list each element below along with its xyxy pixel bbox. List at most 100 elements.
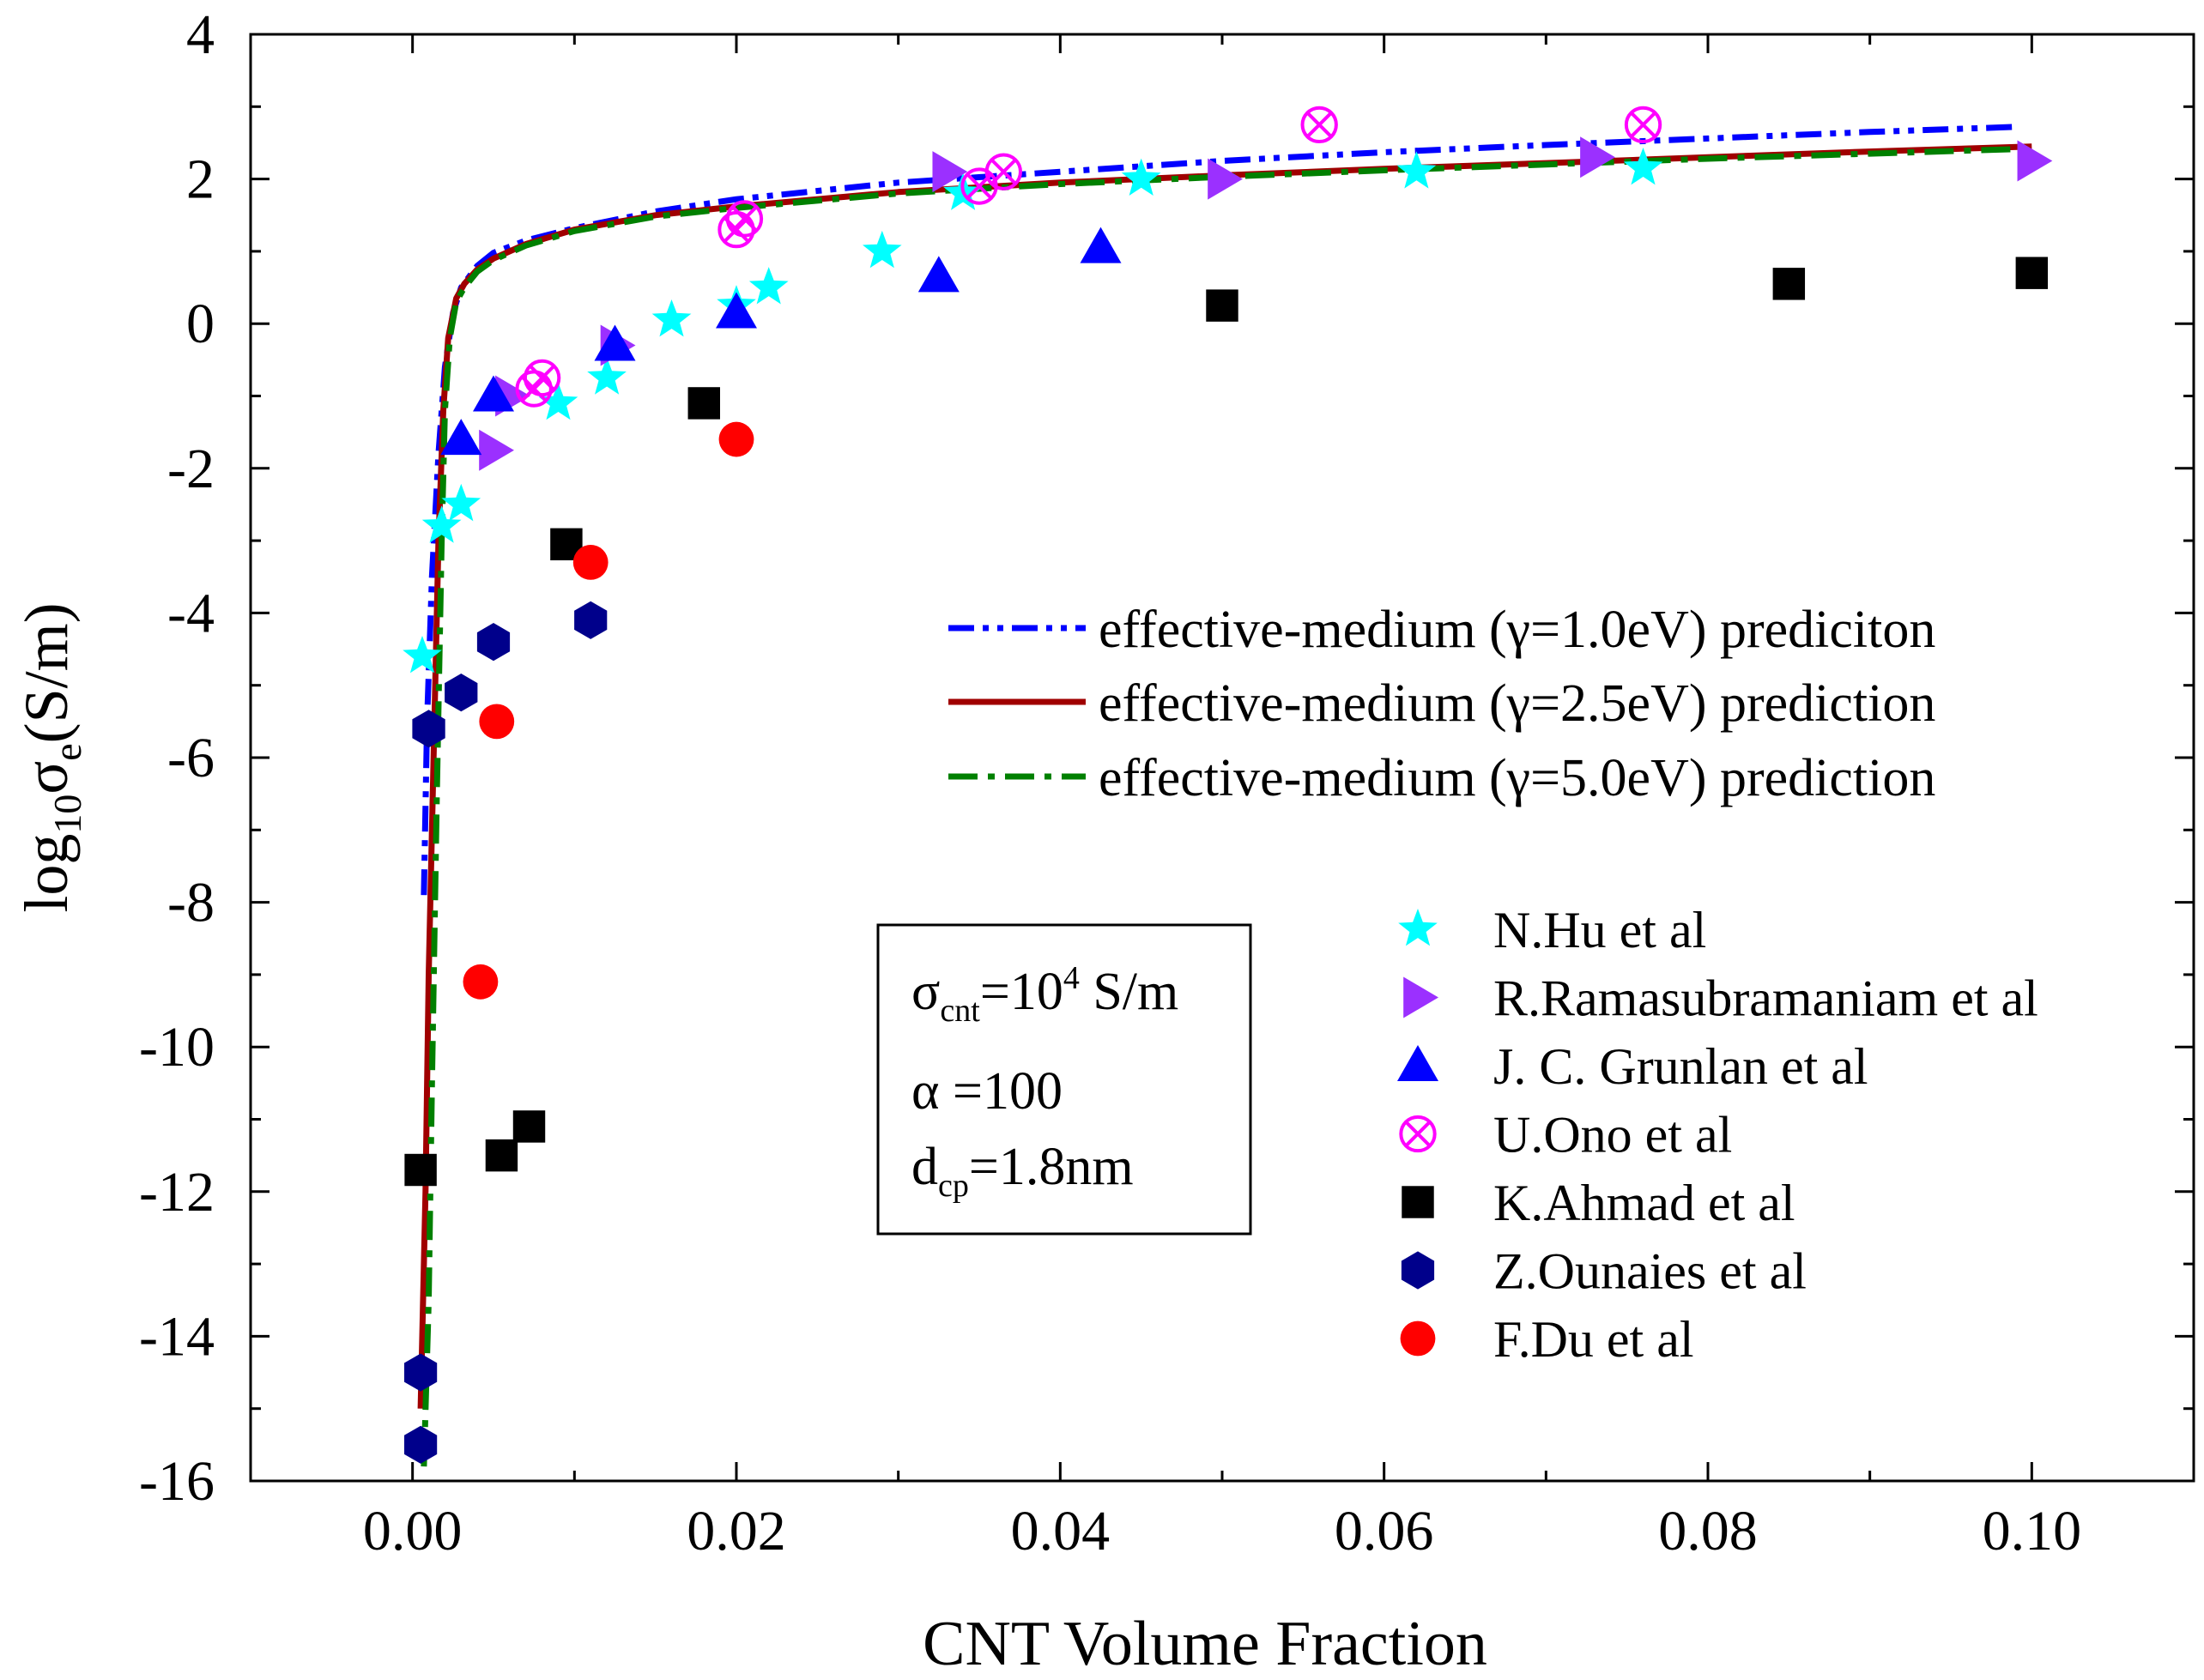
parameter-box: σcnt=104 S/m α =100 dcp=1.8nm (876, 923, 1252, 1236)
hexagon-marker (404, 1425, 438, 1464)
star-marker (1396, 151, 1437, 189)
circle-x-line (529, 365, 555, 391)
hexagon-marker (445, 674, 478, 712)
axis-labels: 0.00 0.02 0.04 0.06 0.08 0.10 4 2 0 -2 -4 -6 -8 -10 -1… (12, 3, 2081, 1679)
data-point (523, 359, 561, 397)
data-point (404, 1425, 438, 1464)
circle-x-ring (984, 153, 1022, 190)
data-point (932, 151, 968, 193)
parameter-line-1: σcnt=104 S/m (911, 960, 1178, 1029)
y-tick-label: -16 (139, 1450, 215, 1513)
x-axis-title: CNT Volume Fraction (923, 1609, 1487, 1679)
circle-x-line (723, 216, 750, 243)
triangle-right-marker (1403, 976, 1438, 1018)
triangle-right-marker (1208, 158, 1243, 200)
series-3 (440, 227, 1122, 456)
prediction-line-1 (421, 124, 2016, 896)
legend-line-label: effective-medium (γ=1.0eV) prediciton (1099, 601, 1935, 659)
star-marker (651, 299, 692, 337)
data-point (463, 964, 499, 1000)
data-point (917, 256, 960, 293)
circle-x-line (520, 375, 548, 402)
data-point (718, 210, 755, 249)
triangle-up-marker (1397, 1045, 1438, 1081)
triangle-up-marker (716, 292, 757, 329)
parameter-line-3: dcp=1.8nm (911, 1138, 1134, 1204)
data-point (748, 267, 789, 305)
circle-x-line (1630, 112, 1656, 138)
triangle-up-marker (473, 375, 514, 412)
data-point (479, 429, 514, 471)
square-marker (512, 1110, 546, 1143)
x-tick-label: 0.02 (687, 1500, 786, 1562)
circle-x-ring (1624, 106, 1662, 144)
star-marker (1121, 158, 1161, 196)
star-marker (421, 505, 462, 543)
star-marker (1623, 148, 1663, 185)
data-point (404, 1353, 438, 1392)
legend-series-label: U.Ono et al (1493, 1107, 1732, 1163)
y-tick-label: -12 (139, 1161, 215, 1224)
triangle-up-marker (1080, 227, 1122, 263)
hexagon-marker (404, 1353, 438, 1392)
series-5 (404, 257, 2049, 1187)
y-tick-label: 0 (186, 293, 215, 355)
hexagon-marker (1401, 1251, 1435, 1290)
circle-x-line (990, 158, 1017, 185)
circle-x-ring (725, 200, 764, 238)
data-point (687, 387, 720, 420)
square-marker (404, 1153, 437, 1187)
circle-marker (479, 704, 515, 740)
data-point (1121, 158, 1161, 196)
series-7 (463, 421, 754, 1000)
legend-marker-6 (1401, 1251, 1435, 1290)
circle-x-ring (1300, 106, 1338, 144)
data-point (403, 636, 442, 674)
data-point (2015, 257, 2049, 289)
legend-series-label: F.Du et al (1493, 1311, 1694, 1368)
data-point (1300, 106, 1338, 144)
data-point (725, 200, 764, 238)
legend-series-label: J. C. Grunlan et al (1493, 1038, 1868, 1095)
triangle-up-marker (594, 324, 636, 361)
data-point (718, 421, 754, 457)
square-marker (1402, 1186, 1434, 1218)
triangle-up-marker (917, 256, 960, 293)
legend-series-label: K.Ahmad et al (1493, 1175, 1795, 1231)
data-point (404, 1153, 437, 1187)
triangle-right-marker (479, 429, 514, 471)
circle-x-ring (523, 359, 561, 397)
circle-marker (572, 544, 609, 580)
y-tick-label: -14 (139, 1305, 215, 1368)
axes (249, 33, 2195, 1483)
hexagon-marker (476, 623, 511, 662)
circle-marker (1400, 1320, 1436, 1357)
legend-marker-7 (1400, 1320, 1436, 1357)
y-tick-label: -6 (167, 727, 215, 789)
data-point (515, 370, 553, 408)
data-points (403, 106, 2053, 1464)
data-point (1772, 268, 1806, 300)
data-point (441, 483, 481, 522)
y-tick-label: -8 (167, 872, 215, 934)
data-point (1206, 289, 1238, 322)
legend-line-label: effective-medium (γ=2.5eV) prediction (1099, 674, 1935, 733)
star-marker (538, 382, 578, 420)
star-marker (441, 483, 481, 522)
data-point (1580, 136, 1615, 178)
data-point (473, 375, 514, 412)
legend-series-label: N.Hu et al (1493, 902, 1706, 958)
data-point (587, 357, 627, 395)
data-point (1396, 151, 1437, 189)
triangle-up-marker (440, 419, 482, 456)
y-tick-label: -4 (167, 582, 215, 644)
circle-marker (718, 421, 754, 457)
data-point (445, 674, 478, 712)
legend-marker-5 (1402, 1186, 1434, 1218)
data-point (538, 382, 578, 420)
data-point (1080, 227, 1122, 263)
legend: effective-medium (γ=1.0eV) prediciton eff… (948, 601, 2038, 1368)
triangle-right-marker (1580, 136, 1615, 178)
x-tick-label: 0.06 (1335, 1500, 1434, 1562)
